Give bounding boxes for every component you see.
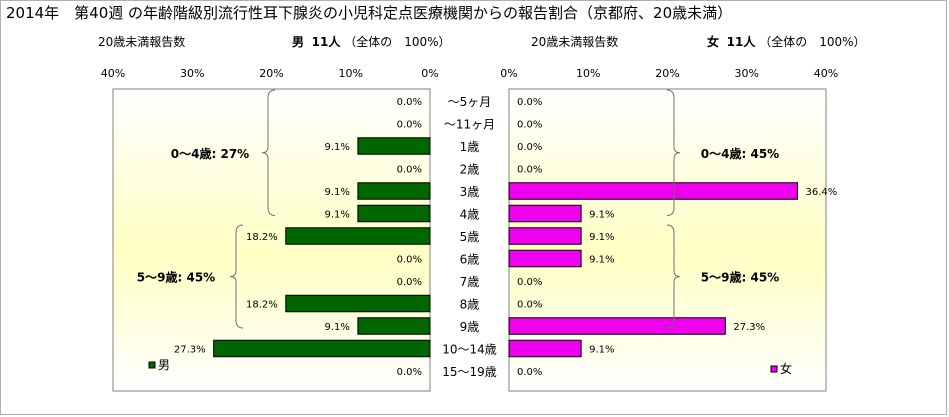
left-summary: 男 11人 （全体の 100%） [292,33,451,50]
right-total-note: （全体の 100%） [759,35,866,49]
male-legend-label: 男 [158,358,170,372]
left-group-bracket [261,89,276,216]
right-sex-label: 女 [707,35,720,49]
category-label: 15～19歳 [442,365,497,379]
left-group-label: 5～9歳: 45% [137,270,215,285]
female-bar [508,204,582,223]
right-group-label: 0～4歳: 45% [701,146,779,161]
category-label: 4歳 [460,208,480,222]
male-data-label: 9.1% [324,142,349,153]
right-tick-label: 0% [500,67,517,80]
male-data-label: 9.1% [324,322,349,333]
category-label: 10～14歳 [442,343,497,357]
left-header: 20歳未満報告数 [98,35,186,49]
category-label: ～11ヶ月 [444,118,495,132]
male-data-label: 0.0% [397,277,422,288]
right-summary: 女 11人 （全体の 100%） [707,33,866,50]
female-bar [508,317,726,335]
female-data-label: 0.0% [517,367,542,378]
right-group-bracket [666,224,681,329]
male-bar [357,317,431,335]
left-total-note: （全体の 100%） [344,35,451,49]
right-group-label: 5～9歳: 45% [701,270,779,285]
category-label: 2歳 [460,163,480,177]
left-tick-label: 20% [259,67,283,80]
right-tick-label: 40% [814,67,838,80]
female-bar [508,227,582,245]
right-tick-label: 10% [576,67,600,80]
female-data-label: 0.0% [517,120,542,131]
category-label: 1歳 [460,140,480,154]
female-data-label: 9.1% [589,255,614,266]
left-tick-label: 30% [180,67,204,80]
left-group-bracket [229,224,244,329]
right-header: 20歳未満報告数 [531,35,619,49]
male-data-label: 18.2% [246,300,278,311]
male-bar [357,204,431,223]
right-tick-label: 30% [735,67,759,80]
category-label: 7歳 [460,275,480,289]
left-group-label: 0～4歳: 27% [171,146,249,161]
female-data-label: 0.0% [517,277,542,288]
female-legend-swatch [770,365,778,373]
female-legend-label: 女 [780,361,792,376]
category-label: 9歳 [460,320,480,334]
chart-title: 2014年 第40週 の年齢階級別流行性耳下腺炎の小児科定点医療機関からの報告割… [6,4,733,22]
male-data-label: 0.0% [397,165,422,176]
female-data-label: 36.4% [805,187,837,198]
male-bar [357,182,431,200]
female-bar [508,339,582,358]
male-data-label: 9.1% [324,210,349,221]
male-data-label: 9.1% [324,187,349,198]
category-label: 8歳 [460,298,480,312]
female-data-label: 9.1% [589,210,614,221]
female-data-label: 0.0% [517,142,542,153]
category-label: 5歳 [460,230,480,244]
category-label: ～5ヶ月 [448,95,492,109]
male-bar [213,339,431,358]
female-data-label: 9.1% [589,345,614,356]
category-label: 3歳 [460,185,480,199]
male-data-label: 0.0% [397,367,422,378]
female-bar [508,249,582,268]
male-data-label: 18.2% [246,232,278,243]
female-data-label: 0.0% [517,97,542,108]
female-data-label: 9.1% [589,232,614,243]
male-data-label: 0.0% [397,255,422,266]
right-tick-label: 20% [655,67,679,80]
male-data-label: 0.0% [397,97,422,108]
male-bar [285,294,431,313]
category-label: 6歳 [460,253,480,267]
male-legend-swatch [148,361,156,369]
left-tick-label: 40% [101,67,125,80]
male-bar [285,227,431,245]
left-tick-label: 10% [339,67,363,80]
right-group-bracket [666,89,681,216]
left-sex-label: 男 [292,35,305,49]
female-data-label: 27.3% [733,322,765,333]
female-data-label: 0.0% [517,165,542,176]
male-data-label: 0.0% [397,120,422,131]
left-count-label: 11人 [311,35,341,49]
male-bar [357,137,431,155]
left-tick-label: 0% [421,67,438,80]
right-count-label: 11人 [726,35,756,49]
male-data-label: 27.3% [174,345,206,356]
female-bar [508,182,798,200]
female-data-label: 0.0% [517,300,542,311]
